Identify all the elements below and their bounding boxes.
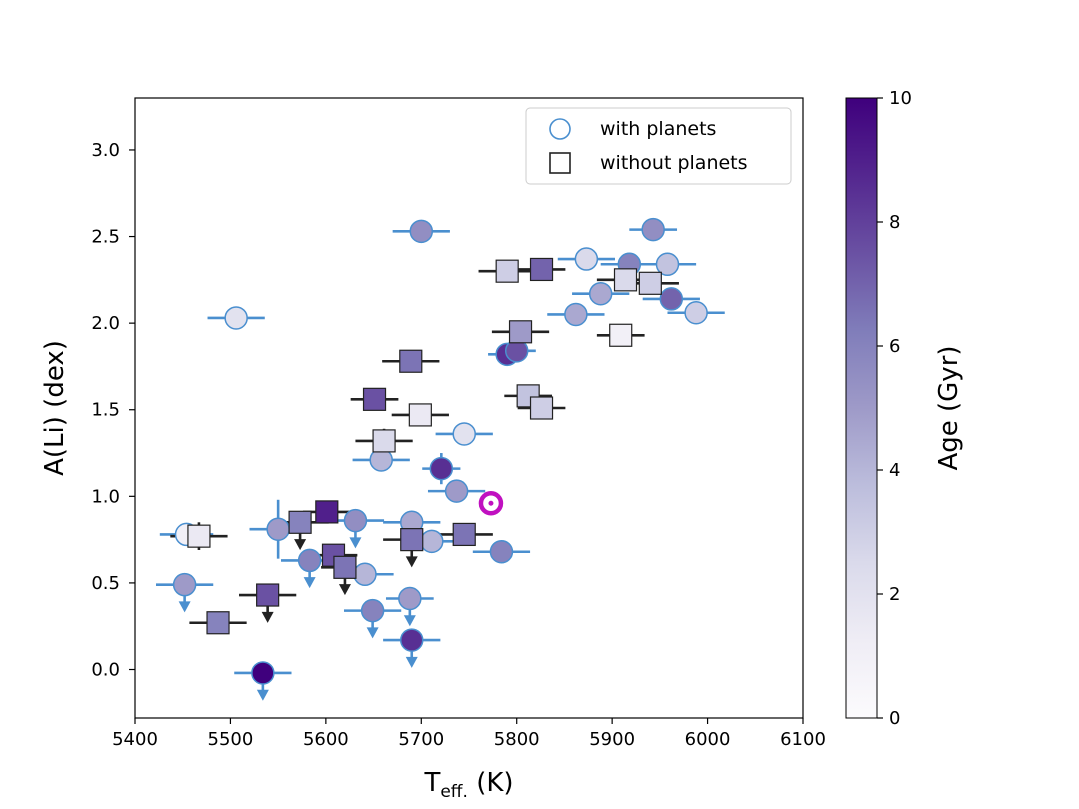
highlight-marker-group [478, 491, 504, 516]
point-with-planet [343, 508, 368, 533]
point-without-planet [333, 555, 357, 579]
point-with-planet [251, 661, 275, 685]
plot-frame [134, 97, 804, 719]
y-axis: 0.0 0.5 1.0 1.5 2.0 2.5 3.0 [91, 140, 135, 681]
point-with-planet [172, 572, 197, 597]
plot-area [134, 97, 804, 719]
upper-limit-arrow-icon [405, 556, 418, 568]
plot-background [135, 98, 803, 718]
x-tick-label: 6100 [780, 729, 826, 750]
legend-label-without-planets: without planets [600, 152, 748, 174]
point-with-planet [420, 529, 444, 554]
point-without-planet [638, 271, 662, 295]
upper-limit-arrow-icon [366, 627, 379, 639]
point-with-planet [398, 586, 422, 611]
x-tick-label: 5700 [398, 729, 444, 750]
legend-circle-icon [549, 118, 571, 140]
point-with-planet [353, 562, 377, 587]
colorbar-ticks: 0 2 4 6 8 10 [877, 88, 912, 729]
point-with-planet [399, 628, 424, 652]
y-tick-label: 2.0 [91, 313, 120, 334]
y-tick-label: 2.5 [91, 227, 120, 248]
colorbar-tick-label: 0 [889, 708, 900, 729]
point-without-planet [187, 524, 211, 548]
colorbar: 0 2 4 6 8 10 Age (Gyr) [845, 88, 964, 729]
x-tick-label: 5400 [112, 729, 158, 750]
point-with-planet [655, 252, 680, 277]
x-axis-title-subscript: eff. [440, 782, 468, 802]
point-with-planet [452, 422, 476, 446]
point-with-planet [659, 287, 684, 311]
point-with-planet [489, 539, 514, 564]
point-with-planet [266, 517, 290, 541]
point-without-planet [508, 320, 533, 344]
upper-limit-arrow-icon [303, 577, 316, 589]
x-axis-title-main: T [423, 768, 440, 798]
point-without-planet [315, 500, 339, 524]
upper-limit-arrow-icon [294, 539, 307, 551]
y-tick-label: 0.5 [91, 573, 120, 594]
upper-limit-arrow-icon [261, 611, 274, 623]
colorbar-tick-label: 6 [889, 336, 900, 357]
colorbar-tick-label: 2 [889, 584, 900, 605]
point-without-planet [452, 522, 476, 547]
x-tick-label: 6000 [685, 729, 731, 750]
point-with-planet [409, 219, 434, 244]
legend: with planets without planets [525, 107, 792, 185]
x-tick-label: 5900 [589, 729, 635, 750]
y-axis-title: A(Li) (dex) [40, 340, 70, 476]
point-with-planet [588, 281, 613, 306]
x-axis-title-unit: (K) [476, 768, 513, 798]
point-without-planet [362, 387, 387, 411]
point-with-planet [360, 598, 385, 623]
point-without-planet [529, 396, 554, 420]
point-without-planet [206, 611, 230, 635]
colorbar-tick-label: 8 [889, 212, 900, 233]
x-axis-title: Teff. (K) [423, 768, 513, 802]
upper-limit-arrow-icon [349, 537, 362, 549]
point-without-planet [372, 429, 396, 453]
point-without-planet [613, 268, 638, 292]
colorbar-tick-label: 10 [889, 88, 912, 109]
y-tick-label: 3.0 [91, 140, 120, 161]
highlight-dot [488, 500, 494, 506]
point-with-planet [574, 247, 599, 271]
point-without-planet [400, 528, 424, 552]
point-with-planet [564, 302, 588, 327]
point-with-planet [444, 479, 469, 503]
legend-box [525, 107, 792, 185]
x-tick-label: 5800 [494, 729, 540, 750]
highlight-ring [478, 491, 504, 516]
x-axis: 5400 5500 5600 5700 5800 5900 6000 6100 [112, 718, 826, 750]
point-with-planet [297, 548, 322, 573]
point-without-planet [609, 323, 633, 347]
upper-limit-arrow-icon [256, 689, 269, 701]
colorbar-tick-label: 4 [889, 460, 900, 481]
point-with-planet [641, 217, 665, 242]
upper-limit-arrow-icon [338, 584, 351, 596]
point-without-planet [529, 257, 554, 282]
x-tick-label: 5500 [208, 729, 254, 750]
colorbar-gradient [845, 97, 878, 719]
upper-limit-arrow-icon [405, 656, 418, 668]
point-with-planet [429, 456, 454, 481]
point-with-planet [224, 306, 248, 330]
y-tick-label: 1.0 [91, 486, 120, 507]
point-without-planet [399, 349, 423, 373]
point-with-planet [684, 300, 708, 325]
legend-square-icon [549, 152, 571, 174]
point-without-planet [408, 403, 432, 427]
y-tick-label: 0.0 [91, 660, 120, 681]
point-without-planet [288, 510, 312, 534]
x-tick-label: 5600 [303, 729, 349, 750]
legend-label-with-planets: with planets [600, 118, 716, 140]
point-without-planet [256, 583, 280, 607]
upper-limit-arrow-icon [178, 601, 191, 613]
upper-limit-arrow-icon [403, 615, 416, 627]
colorbar-title: Age (Gyr) [934, 345, 964, 470]
point-without-planet [495, 259, 519, 283]
data-markers [172, 217, 708, 685]
y-tick-label: 1.5 [91, 400, 120, 421]
